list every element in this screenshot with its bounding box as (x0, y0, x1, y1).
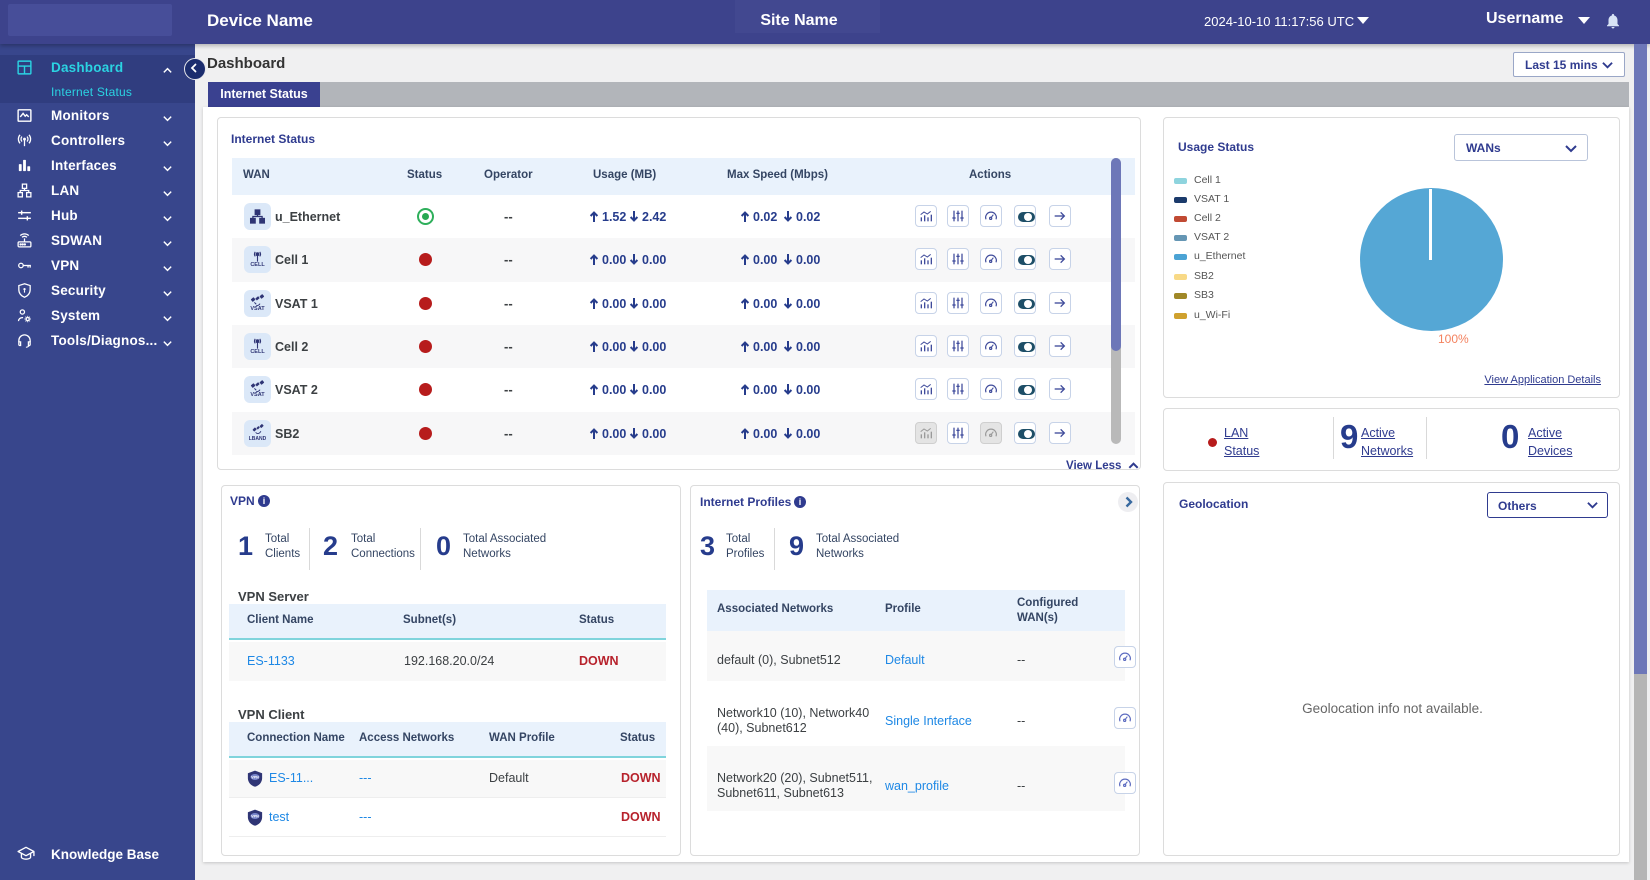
svg-text:VPN: VPN (251, 815, 259, 819)
svg-text:VPN: VPN (251, 776, 259, 780)
